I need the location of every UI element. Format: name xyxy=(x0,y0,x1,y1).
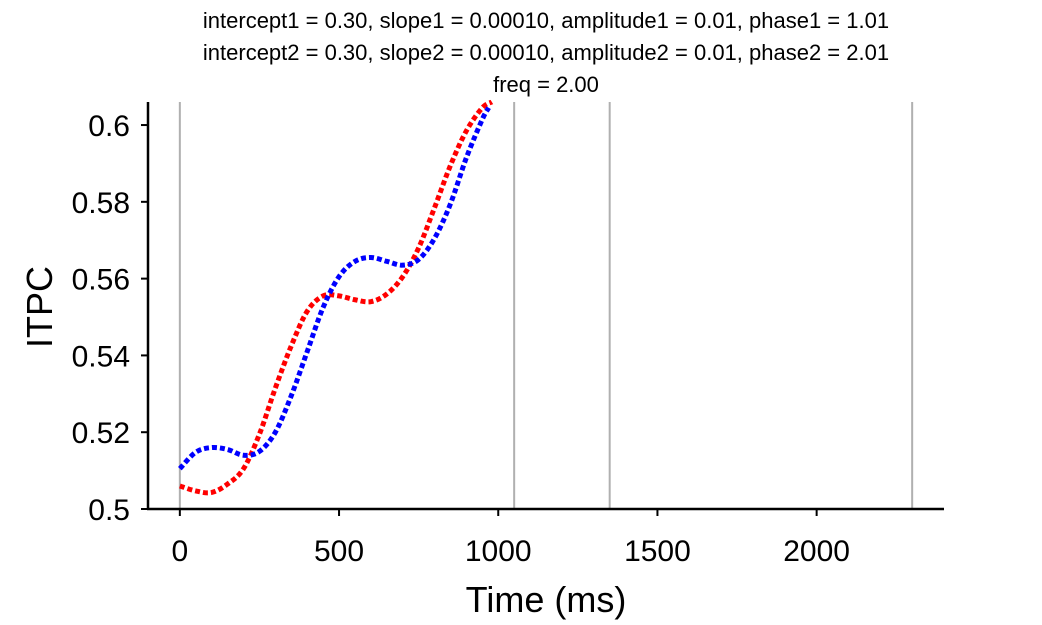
y-axis-ticks: 0.5 0.52 0.54 0.56 0.58 0.6 xyxy=(72,110,148,527)
x-tick-label-0: 0 xyxy=(171,535,188,568)
data-series xyxy=(177,99,494,496)
chart-title-line-3: freq = 2.00 xyxy=(493,72,599,97)
x-tick-label-4: 2000 xyxy=(783,535,850,568)
x-tick-label-1: 500 xyxy=(314,535,364,568)
y-axis-label: ITPC xyxy=(19,266,60,348)
series-line-1 xyxy=(177,106,491,471)
x-tick-label-2: 1000 xyxy=(465,535,532,568)
y-tick-label-1: 0.52 xyxy=(72,417,130,450)
chart-title-line-2: intercept2 = 0.30, slope2 = 0.00010, amp… xyxy=(203,40,889,65)
chart-title-line-1: intercept1 = 0.30, slope1 = 0.00010, amp… xyxy=(203,8,889,33)
x-axis-label: Time (ms) xyxy=(466,579,627,620)
chart-title: intercept1 = 0.30, slope1 = 0.00010, amp… xyxy=(203,8,889,97)
event-marker-lines xyxy=(178,102,914,509)
y-tick-label-3: 0.56 xyxy=(72,264,130,297)
y-tick-label-5: 0.6 xyxy=(88,110,130,143)
x-axis-ticks: 0 500 1000 1500 2000 xyxy=(171,509,850,568)
y-tick-label-4: 0.58 xyxy=(72,187,130,220)
y-tick-label-2: 0.54 xyxy=(72,340,130,373)
axes xyxy=(146,102,944,511)
y-tick-label-0: 0.5 xyxy=(88,494,130,527)
series-line-0 xyxy=(179,99,494,496)
x-tick-label-3: 1500 xyxy=(624,535,691,568)
